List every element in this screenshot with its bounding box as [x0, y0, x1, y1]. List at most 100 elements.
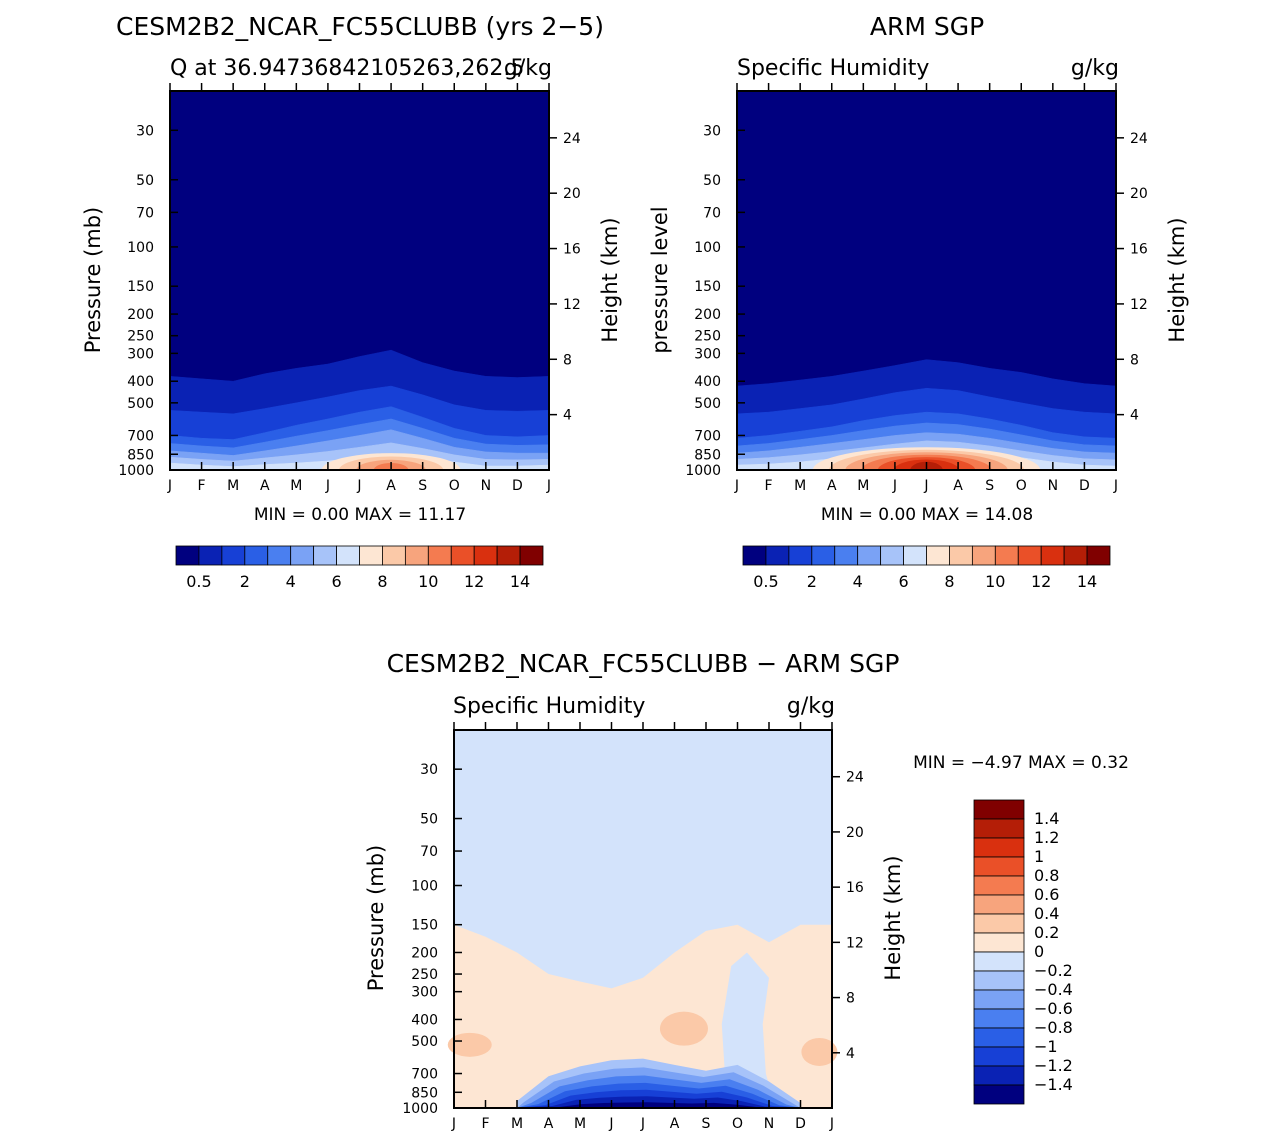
colorbar-label: −0.8 — [1034, 1018, 1073, 1037]
y-tick-label: 150 — [127, 279, 154, 295]
diff-subtitle: Specific Humidity — [453, 694, 645, 719]
colorbar-swatch — [973, 818, 1025, 839]
y-tick-label: 1000 — [118, 463, 154, 479]
diff-panel: CESM2B2_NCAR_FC55CLUBB − ARM SGP Specifi… — [364, 649, 1129, 1132]
colorbar-swatch — [973, 837, 1025, 858]
colorbar-swatch — [244, 545, 269, 566]
x-tick-label: S — [702, 1116, 711, 1132]
x-tick-label: J — [608, 1116, 613, 1132]
height-tick-label: 20 — [1130, 186, 1148, 202]
colorbar-swatch — [742, 545, 767, 566]
height-tick-label: 4 — [846, 1046, 855, 1062]
colorbar-label: 1.2 — [1034, 828, 1059, 847]
y-tick-label: 70 — [136, 205, 154, 221]
colorbar-label: 10 — [985, 572, 1005, 591]
y-tick-label: 100 — [411, 879, 438, 895]
x-tick-label: D — [795, 1116, 806, 1132]
colorbar-swatch — [811, 545, 836, 566]
colorbar-swatch — [973, 856, 1025, 877]
colorbar-label: 0.8 — [1034, 866, 1059, 885]
colorbar-swatch — [359, 545, 383, 566]
height-tick-label: 12 — [846, 935, 864, 951]
colorbar-swatch — [973, 1065, 1025, 1086]
colorbar-swatch — [973, 894, 1025, 915]
colorbar-swatch — [973, 799, 1025, 820]
model-height-label: Height (km) — [598, 217, 622, 342]
colorbar-swatch — [788, 545, 813, 566]
x-tick-label: J — [546, 478, 551, 494]
x-tick-label: N — [481, 478, 491, 494]
model-y-label: Pressure (mb) — [81, 207, 105, 354]
height-tick-label: 4 — [563, 408, 572, 424]
x-tick-label: M — [290, 478, 302, 494]
colorbar-label: 12 — [1031, 572, 1051, 591]
x-tick-label: A — [386, 478, 396, 494]
colorbar-swatch — [519, 545, 544, 566]
x-tick-label: S — [985, 478, 994, 494]
x-tick-label: S — [418, 478, 427, 494]
colorbar-swatch — [496, 545, 521, 566]
colorbar-swatch — [973, 989, 1025, 1010]
height-tick-label: 12 — [1130, 297, 1148, 313]
height-tick-label: 16 — [1130, 242, 1148, 258]
colorbar-swatch — [903, 545, 927, 566]
obs-minmax: MIN = 0.00 MAX = 14.08 — [821, 505, 1033, 525]
colorbar-swatch — [973, 1084, 1025, 1105]
y-tick-label: 50 — [136, 173, 154, 189]
colorbar-swatch — [427, 545, 452, 566]
y-tick-label: 30 — [420, 762, 438, 778]
y-tick-label: 200 — [694, 307, 721, 323]
x-tick-label: J — [640, 1116, 645, 1132]
colorbar-swatch — [450, 545, 475, 566]
contour-fill-patch — [447, 1032, 492, 1057]
y-tick-label: 30 — [136, 123, 154, 139]
colorbar-swatch — [1040, 545, 1065, 566]
colorbar-label: 1.4 — [1034, 809, 1059, 828]
y-tick-label: 300 — [411, 985, 438, 1001]
y-tick-label: 700 — [694, 428, 721, 444]
height-tick-label: 8 — [1130, 352, 1139, 368]
colorbar-swatch — [382, 545, 406, 566]
y-tick-label: 1000 — [402, 1101, 438, 1117]
colorbar-swatch — [973, 1046, 1025, 1067]
y-tick-label: 400 — [694, 374, 721, 390]
height-tick-label: 24 — [563, 131, 581, 147]
y-tick-label: 100 — [127, 240, 154, 256]
colorbar-swatch — [973, 875, 1025, 896]
x-tick-label: J — [1113, 478, 1118, 494]
x-tick-label: A — [827, 478, 837, 494]
y-tick-label: 250 — [694, 329, 721, 345]
x-tick-label: F — [765, 478, 773, 494]
colorbar-swatch — [1086, 545, 1111, 566]
y-tick-label: 400 — [127, 374, 154, 390]
y-tick-label: 70 — [420, 844, 438, 860]
colorbar-label: 6 — [331, 572, 341, 591]
height-tick-label: 16 — [846, 880, 864, 896]
diff-plot-area: J F M A M J J A S O N D J 30 50 70 100 150 200 250 300 400 500… — [402, 722, 864, 1132]
colorbar-swatch — [973, 951, 1025, 972]
x-tick-label: M — [227, 478, 239, 494]
x-tick-label: O — [732, 1116, 743, 1132]
colorbar-swatch — [267, 545, 292, 566]
colorbar-swatch — [198, 545, 223, 566]
colorbar-label: 0.2 — [1034, 923, 1059, 942]
y-tick-label: 300 — [694, 346, 721, 362]
obs-units: g/kg — [1071, 56, 1119, 81]
colorbar-swatch — [973, 1008, 1025, 1029]
colorbar-swatch — [336, 545, 360, 566]
y-tick-label: 30 — [703, 123, 721, 139]
y-tick-label: 300 — [127, 346, 154, 362]
colorbar-swatch — [221, 545, 246, 566]
model-colorbar: 0.5 2 4 6 8 10 12 14 — [175, 545, 544, 591]
colorbar-swatch — [834, 545, 859, 566]
y-tick-label: 400 — [411, 1012, 438, 1028]
colorbar-label: 0 — [1034, 942, 1044, 961]
model-title: CESM2B2_NCAR_FC55CLUBB (yrs 2−5) — [116, 12, 604, 41]
colorbar-swatch — [857, 545, 882, 566]
obs-colorbar: 0.5 2 4 6 8 10 12 14 — [742, 545, 1111, 591]
x-tick-label: D — [512, 478, 523, 494]
x-tick-label: J — [892, 478, 897, 494]
y-tick-label: 50 — [420, 812, 438, 828]
